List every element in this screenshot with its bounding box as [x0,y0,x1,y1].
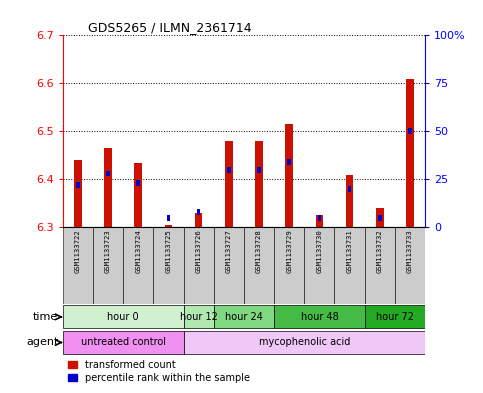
Bar [244,227,274,304]
Bar [406,79,414,227]
Text: GSM1133730: GSM1133730 [316,230,322,274]
Bar [376,208,384,227]
Bar [285,124,293,227]
Bar [346,174,354,227]
Bar [274,305,365,329]
Text: GSM1133724: GSM1133724 [135,230,141,274]
Bar [134,163,142,227]
Bar [165,225,172,227]
Text: hour 72: hour 72 [376,312,414,322]
Bar [197,209,200,215]
Text: hour 24: hour 24 [225,312,263,322]
Bar [287,159,291,165]
Text: GDS5265 / ILMN_2361714: GDS5265 / ILMN_2361714 [88,21,252,34]
Legend: transformed count, percentile rank within the sample: transformed count, percentile rank withi… [68,360,250,383]
Bar [257,167,261,173]
Bar [304,227,334,304]
Text: hour 0: hour 0 [107,312,139,322]
Text: GSM1133733: GSM1133733 [407,230,413,274]
Bar [63,227,93,304]
Bar [106,171,110,176]
Text: GSM1133729: GSM1133729 [286,230,292,274]
Text: GSM1133726: GSM1133726 [196,230,201,274]
Bar [213,227,244,304]
Bar [184,305,213,329]
Bar [167,215,170,220]
Text: GSM1133723: GSM1133723 [105,230,111,274]
Bar [395,227,425,304]
Text: GSM1133725: GSM1133725 [166,230,171,274]
Text: GSM1133728: GSM1133728 [256,230,262,274]
Bar [225,141,233,227]
Bar [315,215,323,227]
Bar [195,213,202,227]
Bar [93,227,123,304]
Bar [255,141,263,227]
Bar [408,129,412,134]
Text: mycophenolic acid: mycophenolic acid [258,338,350,347]
Bar [318,215,321,220]
Text: GSM1133732: GSM1133732 [377,230,383,274]
Bar [63,331,184,354]
Bar [274,227,304,304]
Text: hour 12: hour 12 [180,312,217,322]
Text: time: time [33,312,58,322]
Text: hour 48: hour 48 [300,312,338,322]
Bar [104,148,112,227]
Bar [334,227,365,304]
Bar [76,182,80,188]
Text: GSM1133727: GSM1133727 [226,230,232,274]
Bar [348,186,352,192]
Bar [213,305,274,329]
Bar [74,160,82,227]
Text: agent: agent [26,338,58,347]
Text: GSM1133731: GSM1133731 [347,230,353,274]
Bar [227,167,231,173]
Bar [137,180,140,186]
Text: GSM1133722: GSM1133722 [75,230,81,274]
Text: untreated control: untreated control [81,338,166,347]
Bar [123,227,154,304]
Bar [365,227,395,304]
Bar [184,227,213,304]
Bar [154,227,184,304]
Bar [378,215,382,220]
Bar [63,305,184,329]
Bar [184,331,425,354]
Bar [365,305,425,329]
